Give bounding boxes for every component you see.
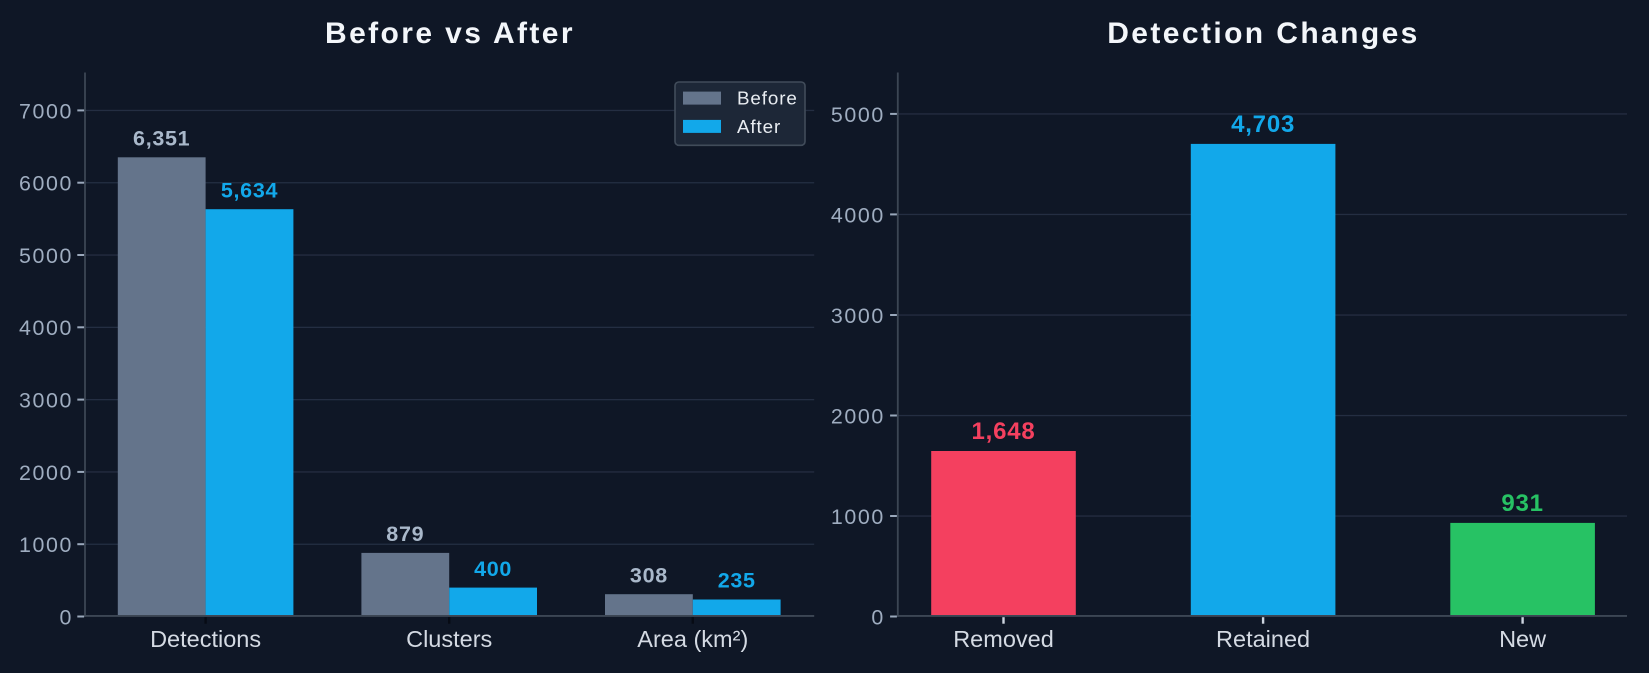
svg-text:Area (km²): Area (km²) — [637, 626, 748, 652]
svg-text:Retained: Retained — [1216, 626, 1310, 652]
svg-text:4000: 4000 — [19, 316, 73, 340]
svg-text:400: 400 — [474, 557, 512, 581]
svg-text:7000: 7000 — [19, 99, 73, 123]
svg-text:3000: 3000 — [19, 389, 73, 413]
svg-text:2000: 2000 — [831, 404, 885, 428]
svg-text:1,648: 1,648 — [971, 418, 1035, 445]
svg-text:4,703: 4,703 — [1231, 111, 1295, 138]
svg-text:Removed: Removed — [953, 626, 1054, 652]
svg-text:After: After — [737, 116, 781, 137]
svg-text:931: 931 — [1501, 490, 1543, 517]
svg-text:Detections: Detections — [150, 626, 261, 652]
svg-text:6000: 6000 — [19, 172, 73, 196]
svg-text:Detection Changes: Detection Changes — [1107, 17, 1420, 50]
svg-text:308: 308 — [630, 563, 668, 587]
svg-text:1000: 1000 — [831, 505, 885, 529]
svg-text:Before: Before — [737, 88, 798, 109]
svg-text:2000: 2000 — [19, 461, 73, 485]
svg-text:879: 879 — [386, 522, 424, 546]
svg-text:5000: 5000 — [19, 244, 73, 268]
svg-text:Clusters: Clusters — [406, 626, 492, 652]
svg-text:4000: 4000 — [831, 203, 885, 227]
svg-text:235: 235 — [718, 569, 756, 593]
svg-text:6,351: 6,351 — [133, 127, 190, 151]
svg-text:5,634: 5,634 — [221, 178, 278, 202]
svg-text:New: New — [1499, 626, 1547, 652]
svg-text:5000: 5000 — [831, 103, 885, 127]
svg-text:1000: 1000 — [19, 533, 73, 557]
svg-text:0: 0 — [60, 605, 74, 629]
svg-text:0: 0 — [871, 605, 885, 629]
svg-text:Before vs After: Before vs After — [325, 17, 575, 50]
svg-text:3000: 3000 — [831, 304, 885, 328]
